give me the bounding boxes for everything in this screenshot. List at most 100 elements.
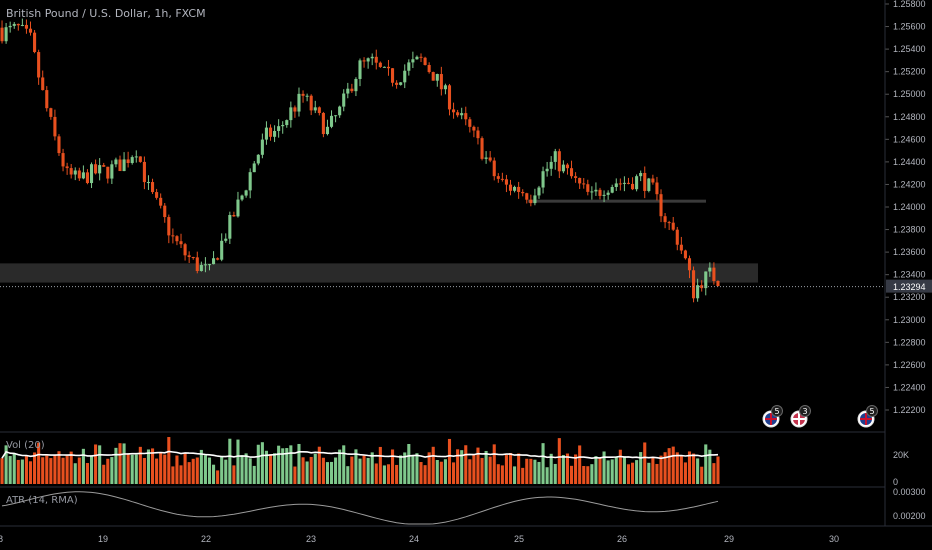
candle-body[interactable] [594, 189, 598, 192]
candle-body[interactable] [659, 194, 663, 217]
candle-body[interactable] [557, 151, 561, 172]
candle-body[interactable] [216, 258, 220, 260]
candle-body[interactable] [297, 93, 301, 112]
candle-body[interactable] [606, 192, 610, 195]
candle-body[interactable] [73, 170, 77, 175]
candle-body[interactable] [252, 163, 256, 173]
candle-body[interactable] [33, 32, 37, 53]
candle-body[interactable] [362, 60, 366, 62]
candle-body[interactable] [635, 176, 639, 190]
candle-body[interactable] [427, 65, 431, 73]
candle-body[interactable] [321, 112, 325, 135]
candle-body[interactable] [69, 168, 73, 175]
candle-body[interactable] [37, 52, 41, 78]
atr-pane[interactable]: 0.00300 0.00200 [1, 487, 926, 525]
uk-flag-icon[interactable]: 5 [762, 405, 783, 428]
candle-body[interactable] [65, 166, 69, 169]
candle-body[interactable] [354, 78, 358, 92]
candle-body[interactable] [98, 165, 102, 174]
candle-body[interactable] [390, 68, 395, 83]
candle-body[interactable] [220, 240, 224, 260]
candle-body[interactable] [561, 164, 565, 172]
candle-body[interactable] [472, 126, 476, 131]
candle-body[interactable] [134, 156, 138, 158]
candle-body[interactable] [366, 58, 370, 62]
candle-body[interactable] [667, 222, 671, 224]
candle-body[interactable] [480, 138, 484, 159]
candle-body[interactable] [370, 56, 374, 59]
candle-body[interactable] [431, 72, 435, 81]
candle-body[interactable] [610, 186, 614, 193]
candle-body[interactable] [464, 113, 468, 120]
candle-body[interactable] [533, 195, 537, 204]
candle-body[interactable] [89, 164, 94, 184]
candle-body[interactable] [106, 166, 110, 179]
time-axis[interactable]: 18 19 22 23 24 25 26 29 30 [0, 534, 839, 544]
candle-body[interactable] [419, 56, 423, 58]
candle-body[interactable] [508, 184, 513, 191]
candle-body[interactable] [85, 172, 90, 184]
level-line[interactable] [528, 199, 706, 203]
candle-body[interactable] [256, 154, 260, 164]
candle-body[interactable] [708, 267, 712, 272]
candle-body[interactable] [692, 270, 696, 299]
candle-body[interactable] [386, 66, 391, 69]
candle-body[interactable] [488, 157, 492, 161]
candle-body[interactable] [411, 59, 415, 63]
candle-body[interactable] [171, 235, 175, 237]
price-axis[interactable]: 1.25800 1.25600 1.25400 1.25200 1.25000 1.248… [885, 0, 932, 415]
candle-body[interactable] [655, 182, 659, 195]
candle-body[interactable] [407, 62, 411, 71]
candle-body[interactable] [460, 113, 464, 116]
candle-body[interactable] [545, 168, 549, 172]
candle-body[interactable] [447, 85, 452, 110]
candle-body[interactable] [586, 184, 590, 192]
candle-body[interactable] [329, 115, 334, 127]
candle-body[interactable] [49, 108, 53, 117]
candle-body[interactable] [378, 62, 382, 67]
candle-body[interactable] [289, 107, 293, 121]
candle-body[interactable] [630, 183, 635, 190]
candle-body[interactable] [423, 57, 427, 66]
candle-body[interactable] [114, 159, 118, 165]
candle-body[interactable] [683, 250, 687, 259]
candle-body[interactable] [309, 95, 313, 111]
candle-body[interactable] [179, 241, 183, 245]
candle-body[interactable] [675, 229, 679, 245]
candle-body[interactable] [696, 285, 700, 299]
candle-body[interactable] [28, 28, 33, 33]
candle-body[interactable] [41, 77, 45, 91]
candle-body[interactable] [138, 156, 142, 162]
candle-body[interactable] [183, 244, 187, 256]
candle-body[interactable] [16, 23, 20, 26]
candle-body[interactable] [618, 183, 622, 185]
candle-body[interactable] [264, 127, 268, 140]
candle-body[interactable] [626, 182, 631, 184]
volume-pane[interactable]: 20K 0 [0, 437, 909, 487]
candle-body[interactable] [301, 93, 305, 96]
candle-body[interactable] [61, 153, 65, 167]
candle-body[interactable] [529, 199, 533, 204]
candle-body[interactable] [602, 194, 606, 196]
candle-body[interactable] [260, 139, 264, 155]
candle-body[interactable] [317, 107, 321, 113]
candle-body[interactable] [57, 136, 61, 154]
candle-body[interactable] [8, 25, 12, 28]
candle-body[interactable] [203, 264, 207, 266]
candle-body[interactable] [122, 159, 126, 172]
support-zone[interactable] [0, 263, 758, 283]
candle-body[interactable] [212, 258, 216, 265]
candle-body[interactable] [118, 159, 122, 172]
candle-body[interactable] [399, 82, 403, 85]
candle-body[interactable] [484, 157, 488, 159]
candle-body[interactable] [313, 107, 317, 111]
candle-body[interactable] [248, 172, 252, 191]
candle-body[interactable] [395, 82, 399, 85]
candle-body[interactable] [191, 257, 195, 259]
candle-body[interactable] [244, 190, 248, 196]
candle-body[interactable] [492, 160, 496, 177]
candle-body[interactable] [700, 285, 704, 289]
candle-body[interactable] [435, 74, 439, 81]
candle-body[interactable] [679, 244, 683, 251]
